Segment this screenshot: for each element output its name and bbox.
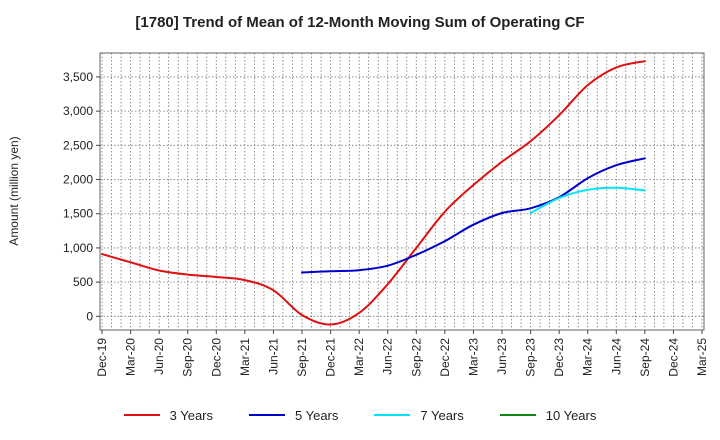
x-tick-label: Sep-21 xyxy=(295,338,309,377)
x-tick-label: Dec-24 xyxy=(666,338,680,377)
y-tick-label: 500 xyxy=(73,275,93,289)
x-tick-label: Jun-21 xyxy=(266,338,280,375)
chart-title: [1780] Trend of Mean of 12-Month Moving … xyxy=(135,14,585,31)
legend-swatch xyxy=(123,414,160,416)
x-tick-label: Jun-24 xyxy=(609,338,623,375)
x-tick-label: Mar-22 xyxy=(352,338,366,376)
axis-layer: 0 500 1,000 1,500 2,000 2,500 3,000 3,500 Dec-19… xyxy=(63,70,709,377)
x-tick-label: Sep-20 xyxy=(181,338,195,377)
x-tick-label: Mar-23 xyxy=(466,338,480,376)
grid-layer xyxy=(100,53,704,330)
series-line-5-years xyxy=(301,157,646,274)
y-tick-label: 2,000 xyxy=(63,173,93,187)
legend-swatch xyxy=(499,414,536,416)
x-tick-label: Jun-20 xyxy=(152,338,166,375)
x-tick-label: Mar-24 xyxy=(581,338,595,376)
legend: 3 Years 5 Years 7 Years 10 Years xyxy=(0,404,720,426)
plot-frame xyxy=(99,52,705,331)
legend-item: 5 Years xyxy=(249,408,338,423)
legend-label: 10 Years xyxy=(545,407,597,423)
x-tick-label: Dec-22 xyxy=(438,338,452,377)
series-line-7-years xyxy=(529,186,646,214)
x-tick-label: Dec-21 xyxy=(324,338,338,377)
x-tick-label: Dec-23 xyxy=(552,338,566,377)
series-layer xyxy=(101,60,646,326)
y-tick-label: 1,500 xyxy=(63,207,93,221)
y-tick-label: 0 xyxy=(86,309,93,323)
x-tick-label: Mar-21 xyxy=(238,338,252,376)
legend-label: 5 Years xyxy=(295,407,339,423)
y-tick-label: 1,000 xyxy=(63,241,93,255)
y-tick-label: 3,000 xyxy=(63,104,93,118)
x-tick-label: Jun-22 xyxy=(381,338,395,375)
x-tick-label: Sep-24 xyxy=(638,338,652,377)
series-line-3-years xyxy=(101,60,646,326)
legend-swatch xyxy=(249,414,285,416)
x-tick-label: Dec-19 xyxy=(95,338,109,377)
y-tick-label: 3,500 xyxy=(63,70,93,84)
legend-label: 7 Years xyxy=(420,407,464,423)
x-tick-label: Dec-20 xyxy=(209,338,223,377)
legend-swatch xyxy=(374,414,411,416)
x-tick-label: Sep-23 xyxy=(524,338,538,377)
legend-item: 3 Years xyxy=(123,407,213,423)
x-tick-label: Mar-25 xyxy=(695,338,709,376)
x-tick-label: Mar-20 xyxy=(124,338,138,376)
x-tick-label: Jun-23 xyxy=(495,338,509,375)
legend-item: 10 Years xyxy=(499,407,597,423)
legend-label: 3 Years xyxy=(169,407,213,423)
legend-item: 7 Years xyxy=(374,407,464,423)
y-tick-label: 2,500 xyxy=(63,138,93,152)
y-axis-label: Amount (million yen) xyxy=(7,136,21,245)
x-tick-label: Sep-22 xyxy=(409,338,423,377)
